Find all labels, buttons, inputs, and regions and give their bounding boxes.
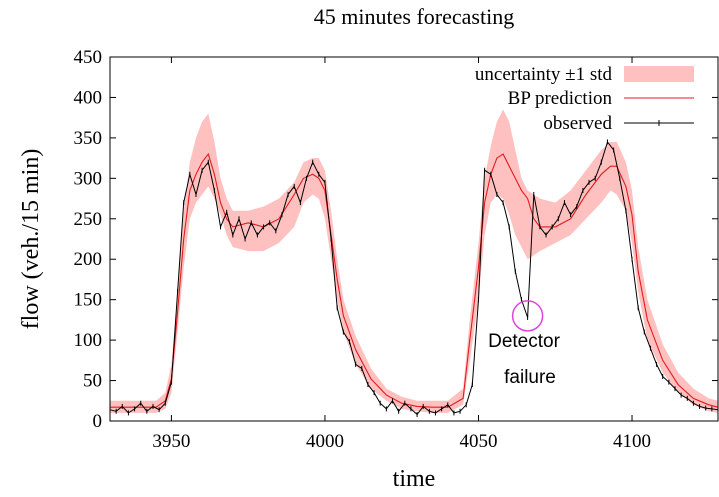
chart-title: 45 minutes forecasting	[314, 4, 514, 29]
x-tick-label: 3950	[152, 431, 190, 452]
observed-line	[109, 140, 719, 416]
uncertainty-band	[110, 109, 718, 413]
x-axis-label: time	[393, 466, 436, 492]
y-tick-label: 400	[74, 87, 103, 108]
plot-layers	[109, 109, 719, 418]
y-axis-label: flow (veh./15 min)	[18, 149, 44, 330]
plot-frame	[109, 56, 719, 422]
legend-swatch-band	[624, 66, 694, 82]
annotation-line-2: failure	[504, 367, 556, 388]
legend: uncertainty ±1 std BP prediction observe…	[475, 64, 694, 134]
y-tick-label: 450	[74, 47, 103, 68]
y-tick-label: 150	[74, 290, 103, 311]
x-tick-label: 4000	[306, 431, 344, 452]
y-tick-label: 350	[74, 128, 103, 149]
legend-label-observed: observed	[543, 113, 612, 134]
prediction-line	[110, 152, 719, 408]
y-axis: 0 50 100 150 200 250 300 350 400 450	[74, 47, 718, 432]
y-tick-label: 250	[74, 209, 103, 230]
annotation-line-1: Detector	[488, 331, 560, 352]
y-tick-label: 300	[74, 168, 103, 189]
x-axis: 3950 4000 4050 4100	[152, 57, 651, 452]
y-tick-label: 100	[74, 330, 103, 351]
y-tick-label: 50	[83, 371, 102, 392]
x-tick-label: 4100	[613, 431, 651, 452]
detector-failure-annotation: Detector failure	[488, 300, 561, 388]
observed-markers	[109, 139, 719, 418]
x-tick-label: 4050	[459, 431, 497, 452]
legend-label-band: uncertainty ±1 std	[475, 64, 613, 85]
y-tick-label: 0	[93, 411, 103, 432]
y-tick-label: 200	[74, 249, 103, 270]
legend-label-prediction: BP prediction	[508, 88, 613, 109]
failure-circle	[511, 300, 544, 332]
